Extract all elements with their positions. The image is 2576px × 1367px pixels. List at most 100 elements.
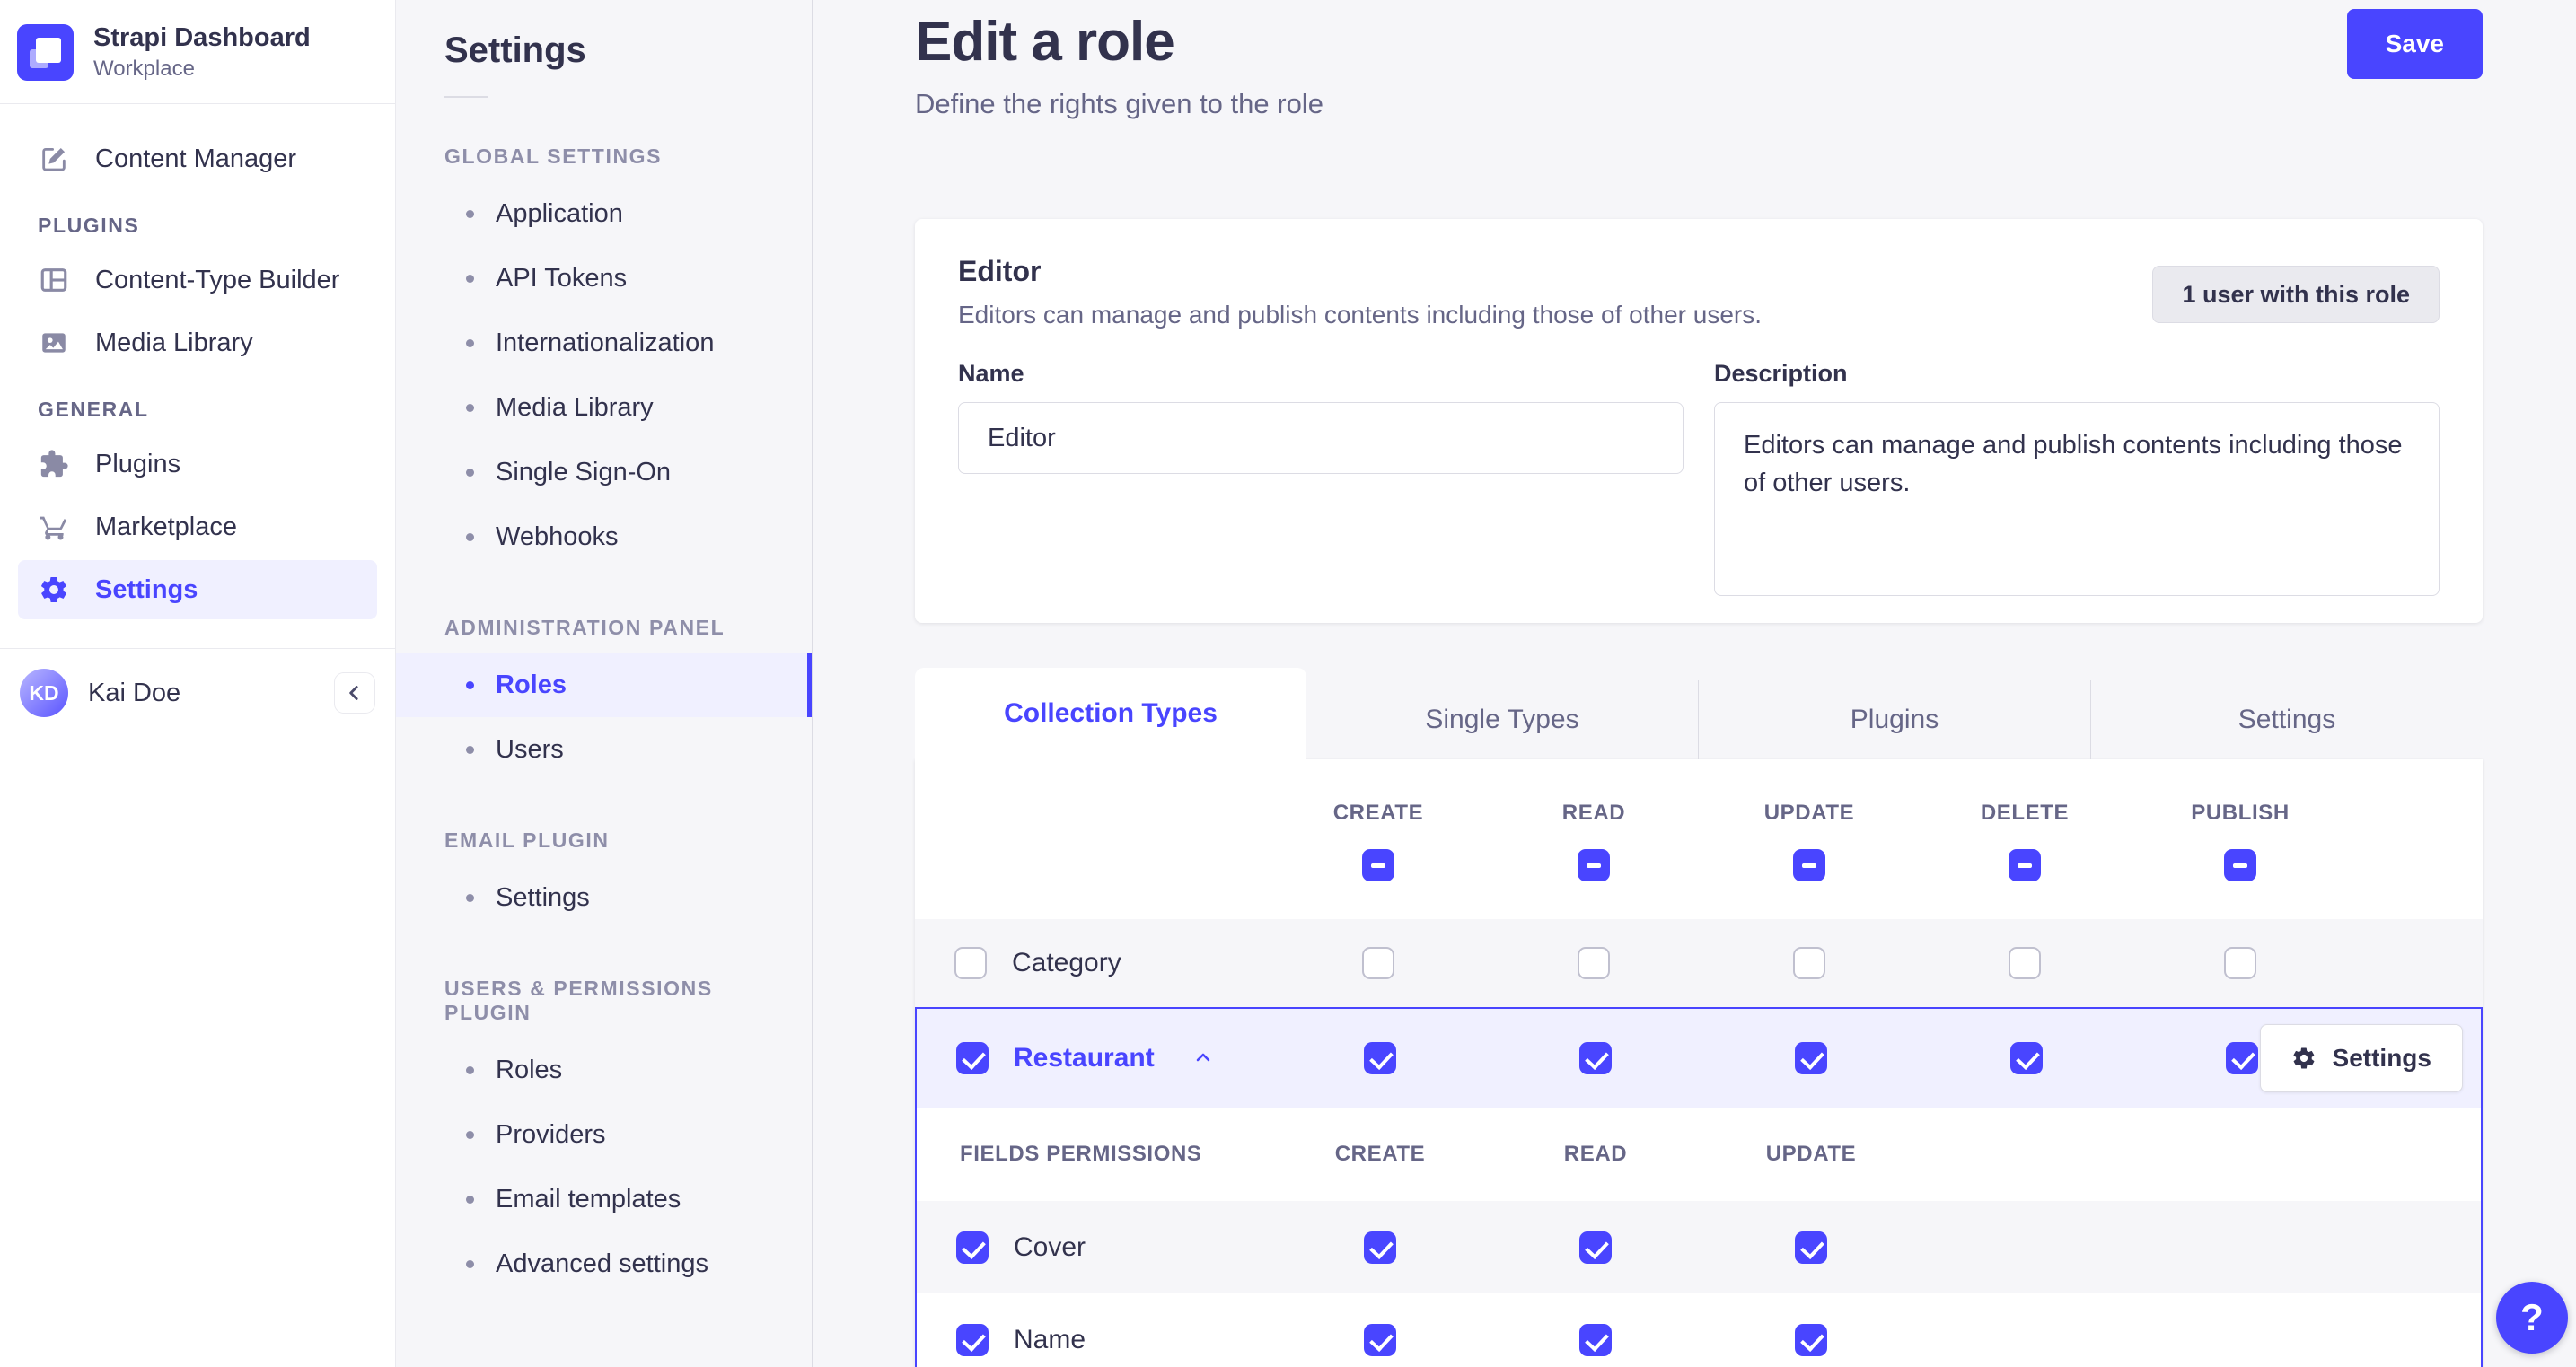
settings-nav-item-advanced-settings[interactable]: Advanced settings [396, 1231, 812, 1296]
chevron-up-icon[interactable] [1192, 1047, 1214, 1069]
name-field-group: Name [958, 360, 1684, 596]
category-publish-checkbox[interactable] [2224, 947, 2256, 979]
bullet-icon [466, 403, 474, 412]
select-all-update-checkbox[interactable] [1793, 849, 1825, 881]
page-header: Edit a role Define the rights given to t… [915, 0, 2483, 120]
cover-create-checkbox[interactable] [1364, 1231, 1396, 1264]
role-name-heading: Editor [958, 255, 1042, 287]
settings-nav-item-email-settings[interactable]: Settings [396, 865, 812, 930]
settings-nav-title: Settings [444, 31, 586, 70]
gear-icon [38, 574, 70, 606]
section-email-plugin: EMAIL PLUGIN [444, 828, 610, 852]
name-read-checkbox[interactable] [1579, 1323, 1612, 1356]
bullet-icon [466, 209, 474, 218]
select-all-create-checkbox[interactable] [1362, 849, 1394, 881]
restaurant-delete-checkbox[interactable] [2010, 1042, 2043, 1074]
settings-nav-label: Settings [496, 882, 590, 912]
sidebar-item-settings[interactable]: Settings [18, 560, 377, 620]
settings-nav-label: Email templates [496, 1184, 681, 1214]
restaurant-publish-checkbox[interactable] [2226, 1042, 2258, 1074]
row-label[interactable]: Category [1012, 948, 1121, 977]
fields-column-create: CREATE [1334, 1142, 1426, 1166]
category-create-checkbox[interactable] [1362, 947, 1394, 979]
description-field-label: Description [1714, 360, 1848, 387]
name-create-checkbox[interactable] [1364, 1323, 1396, 1356]
sidebar-item-content-type-builder[interactable]: Content-Type Builder [18, 250, 377, 310]
bullet-icon [466, 745, 474, 754]
permissions-tabs: Collection Types Single Types Plugins Se… [915, 668, 2483, 759]
settings-nav-item-providers[interactable]: Providers [396, 1102, 812, 1167]
sidebar-item-content-manager[interactable]: Content Manager [18, 129, 377, 188]
select-all-read-checkbox[interactable] [1578, 849, 1610, 881]
cover-update-checkbox[interactable] [1795, 1231, 1827, 1264]
cover-read-checkbox[interactable] [1579, 1231, 1612, 1264]
settings-nav-item-application[interactable]: Application [396, 181, 812, 246]
category-row-checkbox[interactable] [954, 947, 987, 979]
settings-nav-label: Users [496, 734, 564, 764]
settings-nav-item-webhooks[interactable]: Webhooks [396, 504, 812, 569]
tab-plugins[interactable]: Plugins [1698, 680, 2090, 759]
picture-icon [38, 327, 70, 359]
sidebar-item-plugins[interactable]: Plugins [18, 434, 377, 494]
bullet-icon [466, 893, 474, 902]
category-read-checkbox[interactable] [1578, 947, 1610, 979]
brand[interactable]: Strapi Dashboard Workplace [0, 0, 395, 103]
settings-nav-label: Roles [496, 670, 567, 699]
sidebar-section-general: GENERAL [38, 398, 149, 422]
tab-single-types[interactable]: Single Types [1425, 705, 1579, 734]
settings-nav-label: Roles [496, 1055, 563, 1084]
settings-nav-item-roles[interactable]: Roles [396, 653, 812, 717]
restaurant-update-checkbox[interactable] [1795, 1042, 1827, 1074]
restaurant-create-checkbox[interactable] [1364, 1042, 1396, 1074]
name-row-checkbox[interactable] [956, 1323, 989, 1356]
role-details-card: Editor Editors can manage and publish co… [915, 219, 2483, 623]
fields-column-update: UPDATE [1765, 1142, 1857, 1166]
save-button[interactable]: Save [2346, 9, 2483, 79]
avatar[interactable]: KD [20, 669, 68, 718]
sidebar-item-media-library[interactable]: Media Library [18, 313, 377, 372]
bullet-icon [466, 1259, 474, 1268]
brand-title: Strapi Dashboard [93, 23, 311, 52]
column-header-delete: DELETE [1980, 801, 2070, 825]
role-description-textarea[interactable]: Editors can manage and publish contents … [1714, 402, 2440, 596]
select-all-publish-checkbox[interactable] [2224, 849, 2256, 881]
table-row-restaurant: Restaurant Setting [917, 1009, 2481, 1108]
permissions-card: CREATE READ UPDATE DELETE PUBLISH [915, 759, 2483, 1367]
settings-nav-item-media-library[interactable]: Media Library [396, 375, 812, 440]
row-label[interactable]: Restaurant [1014, 1043, 1155, 1073]
collapse-sidebar-button[interactable] [334, 672, 375, 714]
sidebar-item-label: Content Manager [95, 144, 297, 173]
tab-collection-types[interactable]: Collection Types [915, 668, 1306, 759]
layout-icon [38, 264, 70, 296]
cover-row-checkbox[interactable] [956, 1231, 989, 1264]
settings-nav-label: Application [496, 198, 623, 228]
field-row-cover: Cover [917, 1201, 2481, 1293]
settings-nav-label: Internationalization [496, 328, 715, 357]
select-all-delete-checkbox[interactable] [2009, 849, 2041, 881]
restaurant-row-checkbox[interactable] [956, 1042, 989, 1074]
category-update-checkbox[interactable] [1793, 947, 1825, 979]
settings-nav-item-email-templates[interactable]: Email templates [396, 1167, 812, 1231]
settings-nav-label: Media Library [496, 392, 654, 422]
settings-nav-item-api-tokens[interactable]: API Tokens [396, 246, 812, 311]
settings-nav-item-internationalization[interactable]: Internationalization [396, 311, 812, 375]
column-header-publish: PUBLISH [2191, 801, 2290, 825]
field-row-label: Name [1014, 1324, 1086, 1354]
restaurant-settings-button[interactable]: Settings [2259, 1024, 2463, 1092]
users-with-role-button[interactable]: 1 user with this role [2152, 266, 2440, 323]
settings-nav-item-up-roles[interactable]: Roles [396, 1038, 812, 1102]
role-name-input[interactable] [958, 402, 1684, 474]
restaurant-read-checkbox[interactable] [1579, 1042, 1612, 1074]
sidebar-item-marketplace[interactable]: Marketplace [18, 497, 377, 556]
sidebar-section-plugins: PLUGINS [38, 214, 140, 238]
category-delete-checkbox[interactable] [2009, 947, 2041, 979]
name-update-checkbox[interactable] [1795, 1323, 1827, 1356]
settings-nav-item-users[interactable]: Users [396, 717, 812, 782]
permissions-table-header: CREATE READ UPDATE DELETE PUBLISH [915, 759, 2483, 919]
settings-nav-item-single-sign-on[interactable]: Single Sign-On [396, 440, 812, 504]
tab-settings[interactable]: Settings [2090, 680, 2483, 759]
sidebar-item-label: Settings [95, 574, 198, 604]
main-nav: Content Manager PLUGINS Content-Type Bui… [0, 104, 395, 648]
help-button[interactable]: ? [2496, 1282, 2568, 1354]
bullet-icon [466, 1065, 474, 1074]
